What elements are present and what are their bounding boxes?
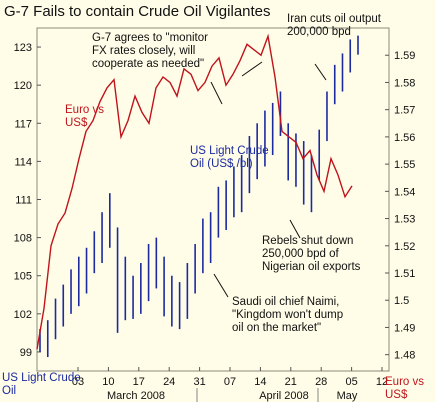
left-axis-tick-label: 108 — [14, 233, 32, 245]
right-axis-tick-label: 1.49 — [394, 322, 415, 334]
x-axis-tick-label: 31 — [193, 376, 205, 388]
annotation-pointer — [210, 81, 223, 105]
x-axis-month-label: March 2008 — [107, 390, 165, 402]
left-axis-tick-label: 123 — [14, 42, 32, 54]
right-axis-tick-label: 1.59 — [394, 50, 415, 62]
annotation-pointer — [213, 273, 229, 298]
x-axis-tick-label: 17 — [133, 376, 145, 388]
left-axis-tick-label: 102 — [14, 309, 32, 321]
left-axis-tick-label: 120 — [14, 80, 32, 92]
right-axis-tick-label: 1.48 — [394, 350, 415, 362]
euro-line — [36, 33, 353, 350]
right-axis: 1.48 1.49 1.5 1.51 1.52 1.53 1.54 1.55 1.56 1.57 1… — [385, 50, 415, 362]
right-axis-tick-label: 1.53 — [394, 214, 415, 226]
left-axis-tick-label: 99 — [20, 347, 32, 359]
left-axis-tick-label: 117 — [14, 118, 32, 130]
x-axis-month-label: April 2008 — [259, 390, 309, 402]
x-axis-tick-label: 24 — [163, 376, 175, 388]
x-axis-tick-label: 21 — [285, 376, 297, 388]
left-axis: 99 102 105 108 111 114 117 120 123 — [14, 42, 41, 359]
right-axis-tick-label: 1.58 — [394, 77, 415, 89]
right-axis-tick-label: 1.54 — [394, 186, 415, 198]
annotation-pointers — [210, 61, 327, 298]
x-axis: 03 10 17 24 31 07 14 21 28 05 12 March 2008 April 20… — [72, 367, 388, 402]
x-axis-tick-label: 12 — [376, 376, 388, 388]
x-axis-tick-label: 14 — [254, 376, 266, 388]
right-axis-tick-label: 1.5 — [394, 295, 409, 307]
right-axis-tick-label: 1.51 — [394, 268, 415, 280]
chart-title: G-7 Fails to contain Crude Oil Vigilante… — [4, 3, 271, 20]
euro-series-label: Euro vs US$ — [65, 104, 104, 129]
left-axis-label: US Light Crude Oil — [2, 372, 81, 397]
right-axis-tick-label: 1.57 — [394, 105, 415, 117]
annotation-nigeria: Rebels shut down 250,000 bpd of Nigerian… — [262, 235, 361, 273]
annotation-pointer — [241, 61, 263, 77]
annotation-pointer — [289, 219, 301, 239]
right-axis-tick-label: 1.52 — [394, 241, 415, 253]
oil-price-series — [39, 35, 359, 358]
annotation-pointer — [314, 63, 327, 81]
x-axis-tick-label: 03 — [72, 376, 84, 388]
left-axis-tick-label: 114 — [14, 156, 32, 168]
left-axis-tick-label: 111 — [15, 195, 32, 207]
right-axis-tick-label: 1.56 — [394, 132, 415, 144]
annotation-saudi: Saudi oil chief Naimi, "Kingdom won't du… — [232, 296, 344, 334]
right-axis-label: Euro vs US$ — [385, 376, 424, 401]
oil-series-label: US Light Crude Oil (US$ /bl) — [190, 145, 269, 170]
x-axis-month-label: May — [337, 390, 358, 402]
left-axis-tick-label: 105 — [14, 271, 32, 283]
annotation-iran: Iran cuts oil output 200,000 bpd — [287, 13, 381, 38]
x-axis-tick-label: 07 — [224, 376, 236, 388]
x-axis-tick-label: 28 — [315, 376, 327, 388]
right-axis-tick-label: 1.55 — [394, 159, 415, 171]
annotation-g7: G-7 agrees to "monitor FX rates closely,… — [92, 32, 208, 70]
x-axis-tick-label: 05 — [345, 376, 357, 388]
x-axis-tick-label: 10 — [102, 376, 114, 388]
